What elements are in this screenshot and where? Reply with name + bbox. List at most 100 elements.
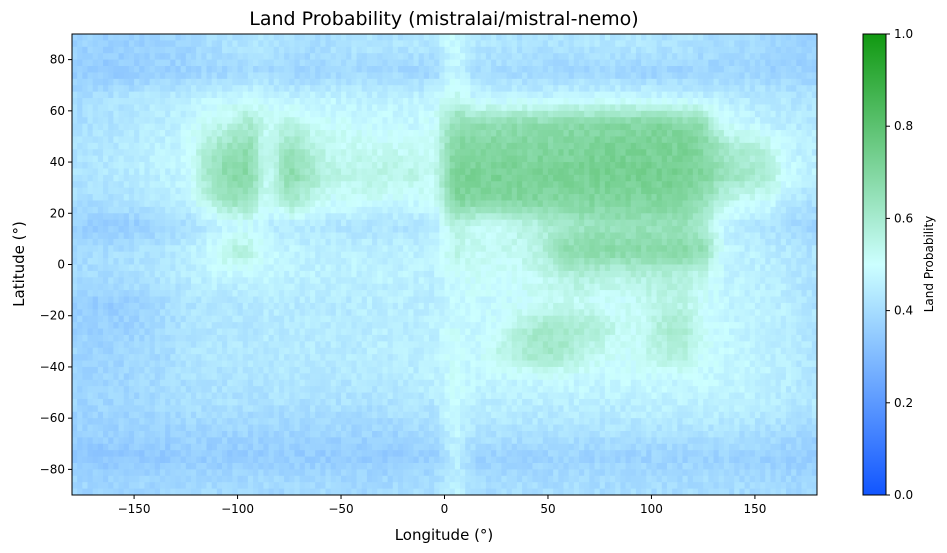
heatmap-cell [263,174,270,182]
heatmap-cell [806,98,813,105]
heatmap-cell [465,34,471,41]
heatmap-cell [806,155,813,163]
heatmap-cell [485,142,492,150]
heatmap-cell [703,174,709,182]
heatmap-cell [403,142,409,150]
heatmap-cell [780,66,787,73]
heatmap-cell [170,40,176,48]
heatmap-cell [770,200,777,208]
heatmap-cell [175,149,182,157]
heatmap-cell [82,238,89,246]
heatmap-cell [599,98,606,105]
heatmap-cell [734,232,740,240]
heatmap-cell [501,226,508,233]
heatmap-cell [154,142,161,150]
heatmap-cell [547,46,554,54]
heatmap-cell [723,136,730,144]
heatmap-cell [351,226,358,233]
heatmap-cell [460,226,466,233]
heatmap-cell [82,174,89,182]
heatmap-cell [273,245,280,253]
heatmap-cell [434,245,440,253]
heatmap-cell [175,85,182,93]
heatmap-cell [615,110,621,118]
heatmap-cell [801,238,808,246]
heatmap-cell [563,232,570,240]
heatmap-cell [97,40,104,48]
heatmap-cell [242,213,249,221]
heatmap-cell [123,66,130,73]
heatmap-cell [180,238,187,246]
heatmap-cell [801,232,808,240]
heatmap-cell [134,206,140,214]
heatmap-cell [749,91,756,99]
heatmap-cell [382,162,389,169]
heatmap-cell [599,85,606,93]
heatmap-cell [216,187,223,195]
heatmap-cell [237,187,244,195]
heatmap-cell [460,104,466,112]
heatmap-cell [516,149,523,157]
heatmap-cell [547,238,554,246]
heatmap-cell [516,91,523,99]
heatmap-cell [785,98,792,105]
heatmap-cell [278,194,285,201]
heatmap-cell [532,219,539,227]
heatmap-cell [222,149,228,157]
heatmap-cell [72,136,78,144]
heatmap-cell [418,168,425,176]
heatmap-cell [190,66,197,73]
heatmap-cell [216,232,223,240]
heatmap-cell [599,181,606,189]
heatmap-cell [278,251,285,259]
heatmap-cell [439,162,445,169]
heatmap-cell [273,46,280,54]
heatmap-cell [134,168,140,176]
heatmap-cell [470,78,477,86]
heatmap-cell [387,226,394,233]
heatmap-cell [718,206,725,214]
heatmap-cell [703,110,709,118]
heatmap-cell [258,251,264,259]
heatmap-cell [568,136,575,144]
heatmap-cell [558,66,564,73]
heatmap-cell [460,200,466,208]
heatmap-cell [542,200,549,208]
heatmap-cell [397,155,404,163]
heatmap-cell [185,149,192,157]
heatmap-cell [739,117,746,125]
heatmap-cell [630,142,637,150]
heatmap-cell [661,53,668,61]
heatmap-cell [465,72,471,80]
heatmap-cell [516,98,523,105]
heatmap-cell [284,174,290,182]
heatmap-cell [366,59,373,67]
heatmap-cell [672,53,678,61]
heatmap-cell [382,40,389,48]
heatmap-cell [687,34,694,41]
heatmap-cell [620,34,627,41]
heatmap-cell [573,46,580,54]
heatmap-cell [97,245,104,253]
heatmap-cell [309,85,316,93]
heatmap-cell [542,194,549,201]
heatmap-cell [273,66,280,73]
heatmap-cell [377,206,383,214]
heatmap-cell [749,162,756,169]
heatmap-cell [190,149,197,157]
heatmap-cell [760,34,766,41]
heatmap-cell [765,78,771,86]
heatmap-cell [635,110,642,118]
heatmap-cell [377,110,383,118]
heatmap-cell [475,85,482,93]
heatmap-cell [423,226,430,233]
heatmap-cell [532,213,539,221]
heatmap-cell [713,46,720,54]
heatmap-cell [139,200,145,208]
heatmap-cell [589,46,596,54]
heatmap-cell [687,245,694,253]
heatmap-cell [299,110,306,118]
heatmap-cell [542,40,549,48]
heatmap-cell [273,238,280,246]
heatmap-cell [811,142,818,150]
